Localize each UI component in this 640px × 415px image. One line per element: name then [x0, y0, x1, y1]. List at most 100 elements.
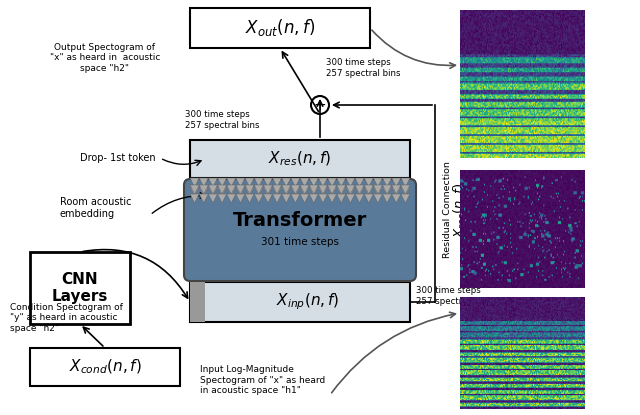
Polygon shape [227, 187, 236, 196]
Polygon shape [218, 194, 227, 203]
Polygon shape [263, 187, 273, 196]
Polygon shape [263, 194, 273, 203]
Text: 301 time steps: 301 time steps [261, 237, 339, 247]
Polygon shape [392, 187, 401, 196]
Text: Residual Connection: Residual Connection [444, 161, 452, 259]
Polygon shape [346, 185, 355, 194]
Polygon shape [245, 185, 254, 194]
Polygon shape [254, 194, 263, 203]
Polygon shape [328, 185, 337, 194]
Polygon shape [337, 178, 346, 187]
Polygon shape [318, 187, 328, 196]
Polygon shape [383, 185, 392, 194]
Polygon shape [291, 185, 300, 194]
Polygon shape [300, 178, 309, 187]
Polygon shape [318, 185, 328, 194]
Text: $X_{inp}(n, f)$: $X_{inp}(n, f)$ [276, 292, 340, 312]
Polygon shape [300, 185, 309, 194]
Polygon shape [273, 187, 282, 196]
Polygon shape [263, 178, 273, 187]
Text: 300 time steps
257 spectral bins: 300 time steps 257 spectral bins [185, 110, 259, 130]
Polygon shape [364, 187, 373, 196]
Polygon shape [364, 185, 373, 194]
Polygon shape [355, 178, 364, 187]
Polygon shape [346, 187, 355, 196]
Polygon shape [236, 187, 245, 196]
Polygon shape [346, 178, 355, 187]
Polygon shape [218, 185, 227, 194]
Bar [30, 348, 180, 386]
Text: $X_{res}(n, f)$: $X_{res}(n, f)$ [452, 182, 468, 238]
Polygon shape [318, 178, 328, 187]
Text: $+$: $+$ [314, 98, 326, 112]
Text: Output Spectogram of
"x" as heard in  acoustic
space "h2": Output Spectogram of "x" as heard in aco… [50, 43, 160, 73]
Polygon shape [236, 194, 245, 203]
Polygon shape [190, 185, 199, 194]
Polygon shape [199, 178, 209, 187]
Polygon shape [401, 187, 410, 196]
Polygon shape [337, 194, 346, 203]
Text: Drop- 1st token: Drop- 1st token [80, 153, 156, 163]
Polygon shape [383, 187, 392, 196]
Polygon shape [337, 185, 346, 194]
Text: Transformer: Transformer [233, 210, 367, 229]
Polygon shape [254, 185, 263, 194]
Polygon shape [392, 194, 401, 203]
Polygon shape [282, 178, 291, 187]
Polygon shape [245, 178, 254, 187]
Polygon shape [373, 194, 383, 203]
Text: Input Log-Magnitude
Spectogram of "x" as heard
in acoustic space "h1": Input Log-Magnitude Spectogram of "x" as… [200, 365, 325, 395]
Polygon shape [309, 185, 318, 194]
Polygon shape [309, 194, 318, 203]
Polygon shape [245, 194, 254, 203]
Bar [190, 140, 410, 178]
Polygon shape [355, 194, 364, 203]
Polygon shape [328, 194, 337, 203]
FancyBboxPatch shape [184, 179, 416, 281]
Polygon shape [273, 194, 282, 203]
Polygon shape [373, 187, 383, 196]
Polygon shape [383, 194, 392, 203]
Text: 300 time steps
257 spectral bins: 300 time steps 257 spectral bins [326, 58, 401, 78]
Polygon shape [218, 187, 227, 196]
Polygon shape [282, 185, 291, 194]
Polygon shape [190, 187, 199, 196]
Polygon shape [199, 187, 209, 196]
Polygon shape [291, 178, 300, 187]
Polygon shape [300, 194, 309, 203]
Polygon shape [209, 185, 218, 194]
Polygon shape [282, 187, 291, 196]
Polygon shape [263, 185, 273, 194]
Bar [190, 282, 410, 322]
Polygon shape [273, 185, 282, 194]
Polygon shape [364, 178, 373, 187]
Polygon shape [392, 178, 401, 187]
Polygon shape [373, 178, 383, 187]
Polygon shape [309, 178, 318, 187]
Polygon shape [236, 185, 245, 194]
Polygon shape [364, 194, 373, 203]
Text: $X_{cond}(n, f)$: $X_{cond}(n, f)$ [68, 358, 141, 376]
Polygon shape [227, 185, 236, 194]
Polygon shape [227, 178, 236, 187]
Polygon shape [401, 185, 410, 194]
Polygon shape [328, 187, 337, 196]
Polygon shape [392, 185, 401, 194]
Polygon shape [218, 178, 227, 187]
Polygon shape [209, 187, 218, 196]
Polygon shape [337, 187, 346, 196]
Text: Room acoustic
embedding: Room acoustic embedding [60, 197, 131, 219]
Text: CNN
Layers: CNN Layers [52, 272, 108, 304]
Polygon shape [282, 194, 291, 203]
Polygon shape [209, 194, 218, 203]
Polygon shape [355, 187, 364, 196]
Polygon shape [273, 178, 282, 187]
Polygon shape [199, 185, 209, 194]
Polygon shape [401, 194, 410, 203]
Polygon shape [236, 178, 245, 187]
Polygon shape [190, 194, 199, 203]
Polygon shape [300, 187, 309, 196]
Text: Condition Spectogram of
"y" as heard in acoustic
space "h2": Condition Spectogram of "y" as heard in … [10, 303, 123, 333]
Polygon shape [355, 185, 364, 194]
Polygon shape [373, 185, 383, 194]
